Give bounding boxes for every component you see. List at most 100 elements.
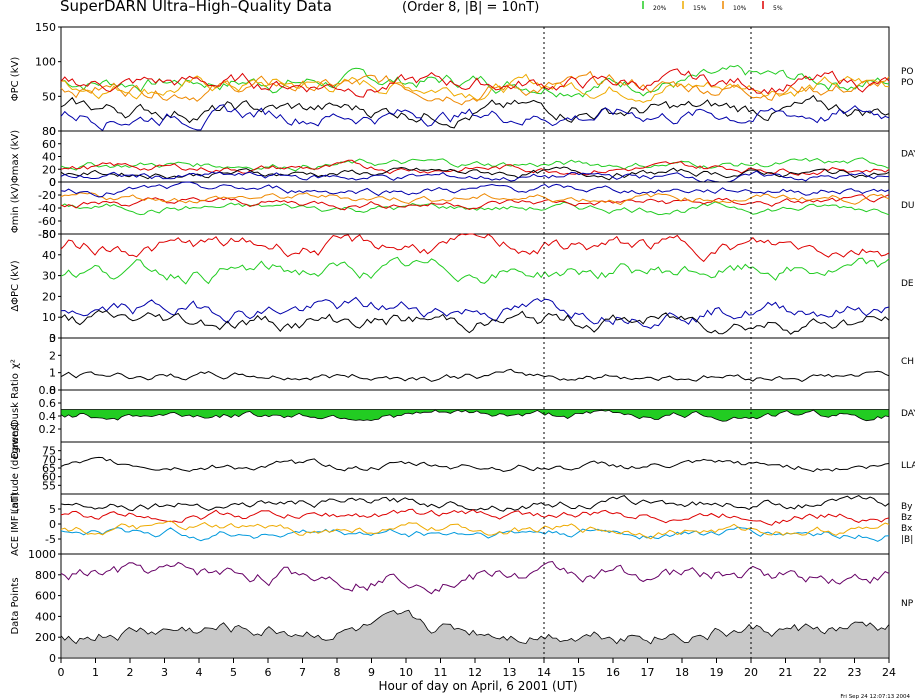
series-line-black (60, 368, 890, 382)
y-axis-label: Data Points (10, 577, 21, 634)
y-tick-label: 60 (42, 471, 56, 484)
y-tick-label: 0 (49, 176, 56, 189)
series-line-5pct (60, 233, 890, 263)
panel-right-label: NP (901, 599, 914, 609)
y-tick-label: 75 (42, 445, 56, 458)
y-tick-label: 100 (35, 56, 56, 69)
y-tick-label: 0.6 (39, 397, 57, 410)
series-area-20pct (60, 409, 890, 422)
y-tick-label: 5 (49, 503, 56, 516)
panel-right-label: By (901, 502, 913, 512)
y-tick-label: 50 (42, 90, 56, 103)
y-tick-label: -40 (38, 202, 56, 215)
x-tick-label: 2 (127, 666, 134, 679)
legend-label: 5% (773, 5, 783, 12)
plot-title: SuperDARN Ultra–High–Quality Data (60, 0, 332, 15)
x-tick-label: 0 (58, 666, 65, 679)
y-axis-label: ΦPC (kV) (10, 57, 21, 102)
panel-4: 0 1 2 3 χ² CH (10, 332, 914, 397)
x-axis-label: Hour of day on April, 6 2001 (UT) (378, 679, 577, 693)
y-tick-label: -60 (38, 215, 56, 228)
x-tick-label: 10 (399, 666, 413, 679)
panel-3: 0 10 20 30 40 50 ΔΦPC (kV) DE (10, 228, 914, 345)
x-tick-label: 23 (848, 666, 862, 679)
series-line-black (60, 309, 890, 335)
legend: 20% 15% 10% 5% (642, 1, 783, 12)
panel-right-label: PO (901, 67, 914, 77)
y-axis-label: Φmax (kV) (10, 130, 21, 183)
panel-right-label: Bz (901, 513, 912, 523)
y-tick-label: 2 (49, 349, 56, 362)
x-tick-label: 19 (710, 666, 724, 679)
panel-frame (60, 493, 890, 555)
y-tick-label: 55 (42, 479, 56, 492)
y-tick-label: 40 (42, 151, 56, 164)
series-line-black (60, 456, 890, 473)
y-tick-label: 1 (49, 367, 56, 380)
series-line-20pct (60, 64, 890, 98)
series-line-10pct (60, 192, 890, 206)
panel-right-label: DAY (901, 409, 915, 419)
x-tick-label: 8 (334, 666, 341, 679)
panel-right-label: DU (901, 201, 915, 211)
y-axis-label: ACE IMF (nT) (10, 492, 21, 556)
y-tick-label: 80 (42, 125, 56, 138)
y-tick-label: -20 (38, 189, 56, 202)
y-axis-label: Dawn/Dusk Ratio (10, 373, 21, 459)
series-line-purple (60, 560, 890, 595)
y-tick-label: 0 (49, 384, 56, 397)
x-tick-label: 21 (779, 666, 793, 679)
y-tick-label: 0 (49, 518, 56, 531)
x-tick-label: 4 (196, 666, 203, 679)
series-line-blue (60, 170, 890, 183)
y-tick-label: 65 (42, 462, 56, 475)
y-tick-label: -80 (38, 228, 56, 241)
y-tick-label: 30 (42, 270, 56, 283)
x-tick-label: 16 (606, 666, 620, 679)
x-tick-label: 15 (572, 666, 586, 679)
y-tick-label: 60 (42, 138, 56, 151)
x-tick-label: 13 (503, 666, 517, 679)
timestamp: Fri Sep 24 12:07:13 2004 (840, 694, 910, 700)
series-area-black (60, 609, 890, 659)
series-line-black (60, 94, 890, 129)
y-tick-label: 10 (42, 311, 56, 324)
y-tick-label: 40 (42, 249, 56, 262)
x-tick-label: 14 (537, 666, 551, 679)
panel-right-label: CH (901, 357, 914, 367)
x-tick-label: 1 (92, 666, 99, 679)
y-tick-label: 600 (35, 590, 56, 603)
y-tick-label: 0.4 (39, 410, 57, 423)
y-tick-label: 50 (42, 228, 56, 241)
x-tick-label: 24 (882, 666, 896, 679)
y-tick-label: 70 (42, 453, 56, 466)
plot-subtitle: (Order 8, |B| = 10nT) (402, 0, 539, 15)
x-tick-label: 5 (230, 666, 237, 679)
series-line-20pct (60, 157, 890, 172)
y-tick-label: 0 (49, 176, 56, 189)
panel-5: 0.20.40.60.8 Dawn/Dusk Ratio DAY (10, 373, 915, 459)
series-line-20pct (60, 256, 890, 285)
y-tick-label: 1000 (28, 548, 56, 561)
x-tick-label: 9 (368, 666, 375, 679)
legend-label: 15% (693, 5, 707, 12)
x-tick-label: 7 (299, 666, 306, 679)
series-line-5pct (60, 68, 890, 98)
x-tick-label: 12 (468, 666, 482, 679)
panel-8: 0 200 400 600 800 1000 Data Points NP (10, 548, 914, 665)
legend-label: 10% (733, 5, 747, 12)
panel-right-label: DAY (901, 150, 915, 160)
series-line-black (60, 166, 890, 181)
y-tick-label: 3 (49, 332, 56, 345)
x-axis: 0 1 2 3 4 5 6 7 8 9 10 11 12 13 14 15 16 17 18 19 20 21 22 23 24 (58, 658, 896, 679)
x-tick-label: 3 (161, 666, 168, 679)
y-axis-label: χ² (10, 359, 21, 369)
series-line-By (60, 508, 890, 526)
series-line-10pct (60, 70, 890, 106)
y-tick-label: 0 (49, 125, 56, 138)
legend-label: 20% (653, 5, 667, 12)
y-tick-label: 400 (35, 610, 56, 623)
